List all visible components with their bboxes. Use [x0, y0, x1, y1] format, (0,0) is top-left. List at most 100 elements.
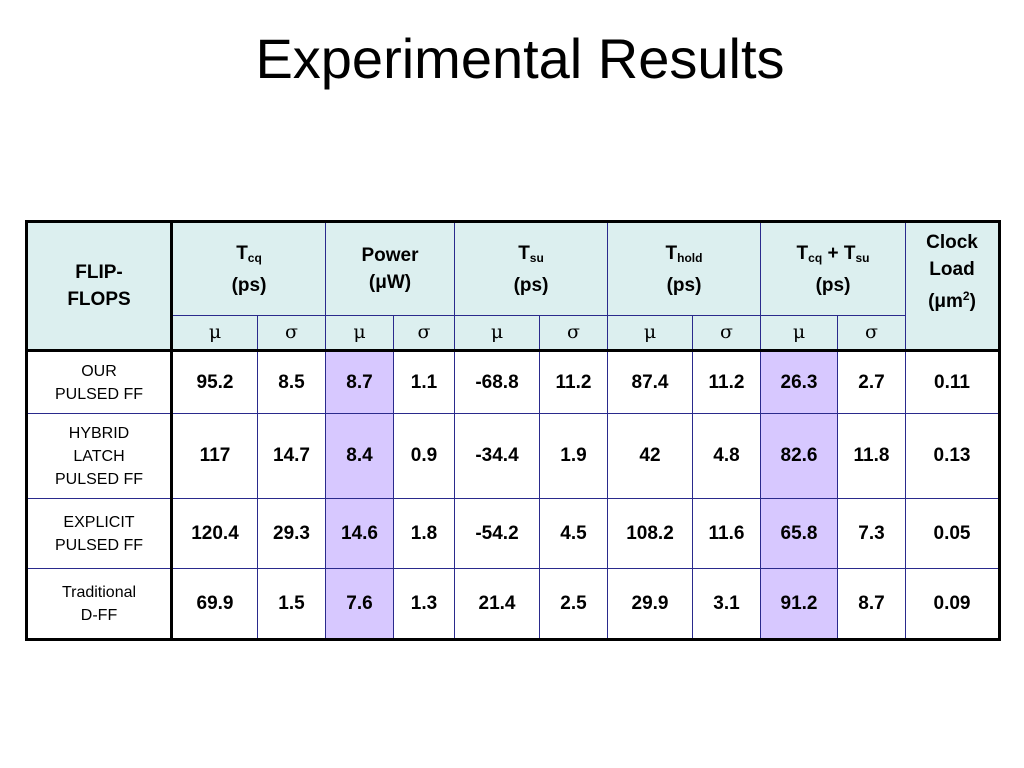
cell-value: 29.3	[258, 499, 326, 569]
cell-value: 0.13	[906, 414, 1000, 499]
stat-label: σ	[838, 316, 906, 351]
cell-value: -68.8	[455, 351, 540, 414]
stat-mu: μ	[353, 321, 365, 343]
row-label-line: HYBRID	[69, 425, 129, 442]
cell-value: 21.4	[455, 569, 540, 640]
cell-value-highlight: 82.6	[761, 414, 838, 499]
cell-value: 42	[608, 414, 693, 499]
clock-load-line3: (μm	[928, 291, 963, 312]
cell-value: -54.2	[455, 499, 540, 569]
cell-value-highlight: 26.3	[761, 351, 838, 414]
cell-value: 2.7	[838, 351, 906, 414]
group-sub: hold	[677, 251, 702, 265]
stat-sigma: σ	[720, 321, 733, 343]
cell-value: -34.4	[455, 414, 540, 499]
cell-value: 95.2	[172, 351, 258, 414]
cell-value: 2.5	[540, 569, 608, 640]
slide-title: Experimental Results	[0, 26, 1024, 91]
row-label-line: PULSED FF	[55, 537, 143, 554]
stat-mu: μ	[793, 321, 805, 343]
stat-label: μ	[761, 316, 838, 351]
cell-value-highlight: 8.4	[326, 414, 394, 499]
stat-label: μ	[455, 316, 540, 351]
group-header-tsu: Tsu (ps)	[455, 222, 608, 316]
cell-value: 69.9	[172, 569, 258, 640]
stat-label: σ	[394, 316, 455, 351]
cell-value: 87.4	[608, 351, 693, 414]
row-label-line: PULSED FF	[55, 386, 143, 403]
clock-load-sup: 2	[963, 289, 970, 303]
group-header-tcq-tsu: Tcq + Tsu (ps)	[761, 222, 906, 316]
cell-value: 4.8	[693, 414, 761, 499]
group-unit: (ps)	[816, 275, 851, 296]
cell-value: 117	[172, 414, 258, 499]
cell-value: 8.7	[838, 569, 906, 640]
group-main: T	[797, 243, 809, 264]
group-unit: (ps)	[232, 275, 267, 296]
cell-value-highlight: 8.7	[326, 351, 394, 414]
cell-value-highlight: 14.6	[326, 499, 394, 569]
group-header-tcq: Tcq (ps)	[172, 222, 326, 316]
cell-value: 1.8	[394, 499, 455, 569]
cell-value: 11.8	[838, 414, 906, 499]
group-sub: cq	[808, 251, 822, 265]
stat-sigma: σ	[418, 321, 431, 343]
stat-label: σ	[258, 316, 326, 351]
stat-label: σ	[693, 316, 761, 351]
stat-mu: μ	[491, 321, 503, 343]
table-row: HYBRID LATCH PULSED FF 117 14.7 8.4 0.9 …	[27, 414, 1000, 499]
cell-value: 1.1	[394, 351, 455, 414]
group-unit: (μW)	[369, 272, 411, 293]
cell-value: 14.7	[258, 414, 326, 499]
corner-header: FLIP- FLOPS	[27, 222, 172, 351]
table-row: EXPLICIT PULSED FF 120.4 29.3 14.6 1.8 -…	[27, 499, 1000, 569]
cell-value: 1.3	[394, 569, 455, 640]
table-row: OUR PULSED FF 95.2 8.5 8.7 1.1 -68.8 11.…	[27, 351, 1000, 414]
stat-label: σ	[540, 316, 608, 351]
corner-line2: FLOPS	[67, 289, 130, 310]
row-label-line: PULSED FF	[55, 471, 143, 488]
group-sub: cq	[248, 251, 262, 265]
group-main: T	[666, 243, 678, 264]
results-table: FLIP- FLOPS Tcq (ps) Power (μW) Tsu (ps)…	[25, 220, 1001, 641]
row-label-line: OUR	[81, 363, 117, 380]
clock-load-close: )	[970, 291, 976, 312]
cell-value: 108.2	[608, 499, 693, 569]
cell-value: 29.9	[608, 569, 693, 640]
cell-value-highlight: 7.6	[326, 569, 394, 640]
group-header-thold: Thold (ps)	[608, 222, 761, 316]
cell-value: 120.4	[172, 499, 258, 569]
cell-value: 1.5	[258, 569, 326, 640]
row-label: Traditional D-FF	[27, 569, 172, 640]
stat-label: μ	[172, 316, 258, 351]
cell-value-highlight: 91.2	[761, 569, 838, 640]
clock-load-header: Clock Load (μm2)	[906, 222, 1000, 351]
stat-label: μ	[608, 316, 693, 351]
group-sub: su	[530, 251, 544, 265]
cell-value: 7.3	[838, 499, 906, 569]
cell-value: 0.11	[906, 351, 1000, 414]
cell-value: 0.09	[906, 569, 1000, 640]
stat-sigma: σ	[285, 321, 298, 343]
row-label-line: Traditional	[62, 584, 136, 601]
group-main: T	[236, 243, 248, 264]
stat-mu: μ	[644, 321, 656, 343]
cell-value: 11.2	[693, 351, 761, 414]
corner-line1: FLIP-	[75, 262, 123, 283]
clock-load-line1: Clock	[926, 232, 978, 253]
stat-sigma: σ	[567, 321, 580, 343]
cell-value: 4.5	[540, 499, 608, 569]
cell-value: 11.6	[693, 499, 761, 569]
cell-value-highlight: 65.8	[761, 499, 838, 569]
group-unit: (ps)	[514, 275, 549, 296]
cell-value: 1.9	[540, 414, 608, 499]
stat-sigma: σ	[865, 321, 878, 343]
row-label-line: LATCH	[73, 448, 124, 465]
stat-row: μ σ μ σ μ σ μ σ μ σ	[27, 316, 1000, 351]
group-header-power: Power (μW)	[326, 222, 455, 316]
row-label: EXPLICIT PULSED FF	[27, 499, 172, 569]
cell-value: 8.5	[258, 351, 326, 414]
group-sub2: su	[855, 251, 869, 265]
cell-value: 3.1	[693, 569, 761, 640]
cell-value: 11.2	[540, 351, 608, 414]
